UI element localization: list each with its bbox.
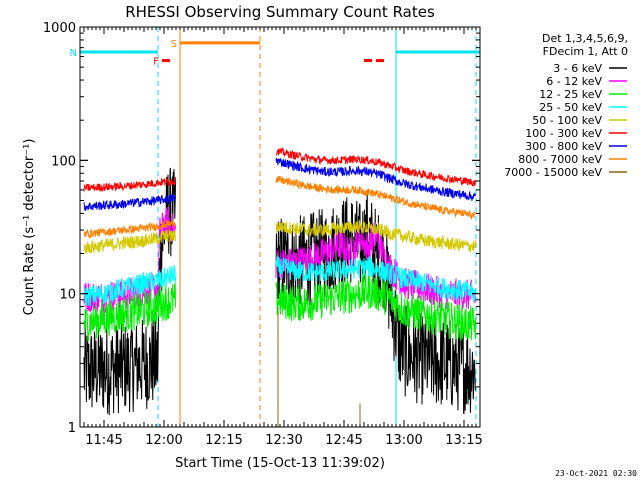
series-line-5-a	[83, 176, 177, 193]
series-8	[277, 306, 361, 427]
legend-label-5: 100 - 300 keV	[525, 127, 602, 140]
chart-title: RHESSI Observing Summary Count Rates	[125, 3, 435, 21]
flag-label-0: N	[70, 48, 77, 59]
x-axis-label: Start Time (15-Oct-13 11:39:02)	[175, 456, 385, 471]
legend-header-1: FDecim 1, Att 0	[543, 45, 628, 58]
legend: Det 1,3,4,5,6,9,FDecim 1, Att 0 3 - 6 keV…	[504, 32, 628, 179]
x-tick-label: 11:45	[85, 433, 122, 448]
x-tick-label: 12:30	[265, 433, 302, 448]
series-line-6-b	[275, 157, 477, 201]
series-7	[83, 175, 477, 239]
series-3	[83, 255, 477, 307]
series-line-6-a	[83, 194, 177, 211]
x-tick-label: 12:15	[205, 433, 242, 448]
legend-label-6: 300 - 800 keV	[525, 140, 602, 153]
series-line-7-a	[83, 219, 177, 239]
x-tick-label: 13:00	[385, 433, 422, 448]
x-tick-label: 12:00	[145, 433, 182, 448]
y-tick-label: 10	[59, 288, 76, 303]
x-tick-label: 13:15	[445, 433, 482, 448]
x-tick-label: 12:45	[325, 433, 362, 448]
flag-label-1: F	[153, 57, 159, 68]
series-6	[83, 157, 477, 211]
series-line-4-a	[83, 229, 177, 254]
series-line-5-b	[275, 147, 477, 188]
legend-header-0: Det 1,3,4,5,6,9,	[542, 32, 628, 45]
y-tick-label: 100	[51, 154, 76, 169]
legend-label-8: 7000 - 15000 keV	[504, 166, 602, 179]
legend-label-3: 25 - 50 keV	[539, 101, 602, 114]
x-axis: 11:45 12:00 12:15 12:30 12:45 13:00 13:15	[79, 27, 483, 448]
series-5	[83, 147, 477, 193]
legend-label-7: 800 - 7000 keV	[518, 153, 602, 166]
legend-label-1: 6 - 12 keV	[546, 75, 602, 88]
series-line-3-a	[83, 264, 177, 307]
series-line-3-b	[275, 255, 477, 302]
series-line-4-b	[275, 218, 477, 253]
footer-date: 23-Oct-2021 02:30	[555, 469, 637, 478]
y-tick-label: 1	[68, 421, 76, 436]
flag-label-2: S	[171, 39, 177, 50]
plot-area: N F S	[70, 27, 480, 427]
series-4	[83, 218, 477, 254]
y-axis-label: Count Rate (s⁻¹ detector⁻¹)	[22, 139, 37, 316]
legend-label-2: 12 - 25 keV	[539, 88, 602, 101]
y-axis: 1 10 100 1000	[43, 21, 480, 436]
legend-label-4: 50 - 100 keV	[532, 114, 602, 127]
series-line-2-b	[275, 272, 477, 342]
series-line-2-a	[83, 283, 177, 343]
series-line-7-b	[275, 175, 477, 220]
y-tick-label: 1000	[43, 21, 76, 36]
legend-label-0: 3 - 6 keV	[553, 62, 602, 75]
series-2	[83, 272, 477, 343]
